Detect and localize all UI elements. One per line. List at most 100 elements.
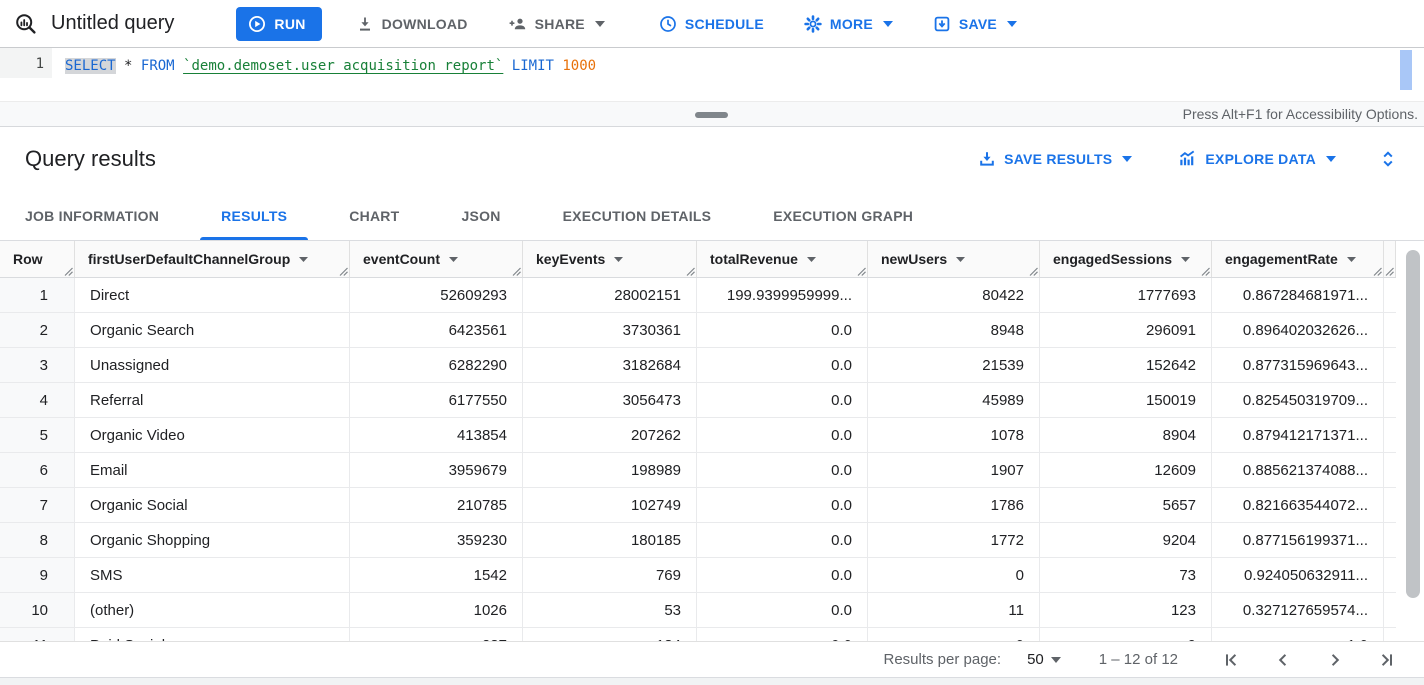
cell: 1777693 (1040, 278, 1212, 312)
editor-scrollbar-thumb[interactable] (1400, 50, 1412, 90)
code-token (503, 58, 511, 74)
cell: 0.0 (697, 313, 868, 347)
page-size-select[interactable]: 50 (1027, 651, 1061, 668)
cell: 9 (1040, 628, 1212, 641)
previous-page-button[interactable] (1272, 649, 1294, 671)
cell: 0.0 (697, 523, 868, 557)
sql-editor[interactable]: 1 SELECT * FROM `demo.demoset.user_acqui… (0, 48, 1424, 101)
code-token (116, 58, 124, 74)
cell: 28002151 (523, 278, 697, 312)
column-resize-handle[interactable] (1029, 267, 1038, 276)
table-row: 7 Organic Social 210785 102749 0.0 1786 5657 0.… (0, 488, 1396, 523)
cell: 0.885621374088... (1212, 453, 1384, 487)
query-icon (14, 12, 38, 36)
column-resize-handle[interactable] (857, 267, 866, 276)
chevron-down-icon (594, 20, 605, 27)
sort-caret-icon[interactable] (449, 256, 458, 262)
save-results-button[interactable]: SAVE RESULTS (974, 144, 1136, 174)
column-resize-handle[interactable] (64, 267, 73, 276)
cell: 0.0 (697, 348, 868, 382)
column-header-keyEvents[interactable]: keyEvents (523, 241, 697, 277)
column-resize-handle[interactable] (512, 267, 521, 276)
unfold-icon (1380, 150, 1396, 168)
cell: 0.867284681971... (1212, 278, 1384, 312)
table-row: 8 Organic Shopping 359230 180185 0.0 1772 9204… (0, 523, 1396, 558)
results-tab-bar: JOB INFORMATION RESULTS CHART JSON EXECUTION… (0, 191, 1424, 241)
first-page-button[interactable] (1220, 649, 1242, 671)
cell-spare (1384, 383, 1396, 417)
cell: 6177550 (350, 383, 523, 417)
column-resize-handle[interactable] (1201, 267, 1210, 276)
column-header-newUsers[interactable]: newUsers (868, 241, 1040, 277)
cell: 5657 (1040, 488, 1212, 522)
table-scrollbar-thumb[interactable] (1406, 250, 1420, 598)
column-header-engagedSessions[interactable]: engagedSessions (1040, 241, 1212, 277)
collapse-expand-button[interactable] (1378, 148, 1398, 170)
cell: 45989 (868, 383, 1040, 417)
run-button[interactable]: RUN (236, 6, 322, 41)
pagination-bar: Results per page: 50 1 – 12 of 12 (0, 641, 1424, 677)
cell-spare (1384, 523, 1396, 557)
row-number: 10 (0, 593, 75, 627)
tab-execution-details[interactable]: EXECUTION DETAILS (562, 207, 712, 224)
column-header-firstUserDefaultChannelGroup[interactable]: firstUserDefaultChannelGroup (75, 241, 350, 277)
editor-gutter (0, 48, 52, 78)
cell: 21539 (868, 348, 1040, 382)
column-resize-handle[interactable] (339, 267, 348, 276)
cell: 123 (1040, 593, 1212, 627)
column-resize-handle[interactable] (1373, 267, 1382, 276)
play-circle-icon (248, 15, 266, 33)
cell: Email (75, 453, 350, 487)
sort-caret-icon[interactable] (806, 256, 816, 262)
row-number: 5 (0, 418, 75, 452)
cell: 0.0 (697, 383, 868, 417)
cell: 3730361 (523, 313, 697, 347)
cell: 152642 (1040, 348, 1212, 382)
column-header-totalRevenue[interactable]: totalRevenue (697, 241, 868, 277)
cell: 1078 (868, 418, 1040, 452)
tab-results[interactable]: RESULTS (190, 191, 318, 240)
results-title: Query results (25, 146, 156, 171)
sort-caret-icon[interactable] (1181, 256, 1191, 262)
person-add-icon (508, 15, 527, 33)
tab-chart[interactable]: CHART (349, 207, 400, 224)
cell: 134 (523, 628, 697, 641)
cell: 0.821663544072... (1212, 488, 1384, 522)
cell: Organic Social (75, 488, 350, 522)
column-header-eventCount[interactable]: eventCount (350, 241, 523, 277)
chevron-down-icon (1326, 156, 1336, 162)
download-icon (356, 15, 374, 33)
download-button[interactable]: DOWNLOAD (352, 9, 472, 39)
share-button[interactable]: SHARE (504, 9, 609, 39)
tab-job-information[interactable]: JOB INFORMATION (25, 207, 160, 224)
cell: SMS (75, 558, 350, 592)
cell: 413854 (350, 418, 523, 452)
sort-caret-icon[interactable] (956, 256, 966, 262)
sort-caret-icon[interactable] (1346, 256, 1356, 262)
chevron-down-icon (1122, 156, 1133, 162)
sort-caret-icon[interactable] (614, 256, 624, 262)
column-resize-handle[interactable] (686, 267, 695, 276)
last-page-button[interactable] (1376, 649, 1398, 671)
sort-caret-icon[interactable] (299, 256, 309, 262)
column-header-engagementRate[interactable]: engagementRate (1212, 241, 1384, 277)
save-button[interactable]: SAVE (929, 9, 1021, 39)
table-row: 5 Organic Video 413854 207262 0.0 1078 8904 0.8… (0, 418, 1396, 453)
tab-json[interactable]: JSON (461, 207, 501, 224)
table-row: 10 (other) 1026 53 0.0 11 123 0.327127659574... (0, 593, 1396, 628)
chevron-down-icon (1050, 656, 1061, 663)
next-page-button[interactable] (1324, 649, 1346, 671)
schedule-button[interactable]: SCHEDULE (655, 9, 768, 39)
column-resize-handle[interactable] (1385, 267, 1394, 276)
table-row: 9 SMS 1542 769 0.0 0 73 0.924050632911... (0, 558, 1396, 593)
row-number: 11 (0, 628, 75, 641)
sql-code-line[interactable]: SELECT * FROM `demo.demoset.user_acquisi… (65, 56, 596, 76)
cell: 9204 (1040, 523, 1212, 557)
tab-execution-graph[interactable]: EXECUTION GRAPH (773, 207, 914, 224)
code-token: * (124, 58, 133, 74)
explore-data-button[interactable]: EXPLORE DATA (1174, 144, 1340, 174)
more-button[interactable]: MORE (800, 9, 897, 39)
panel-splitter-handle[interactable] (695, 112, 728, 118)
cell: 1907 (868, 453, 1040, 487)
